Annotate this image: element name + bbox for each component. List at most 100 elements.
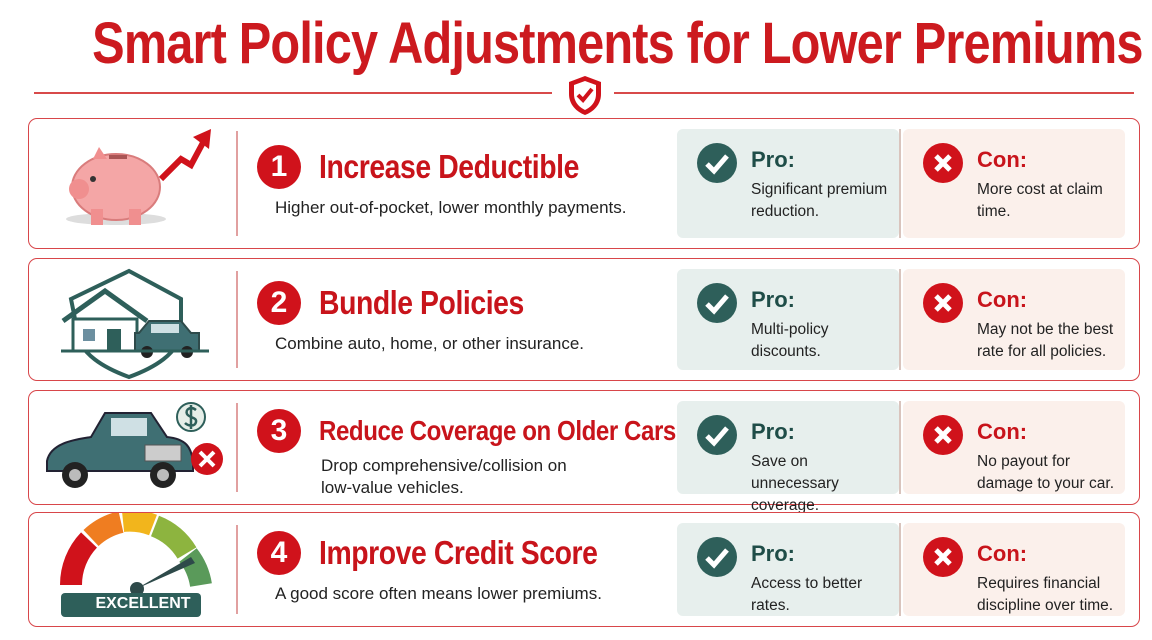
- icon-shape: [83, 511, 124, 547]
- con-badge: [923, 537, 963, 577]
- pro-con-separator: [899, 523, 901, 616]
- cross-mark: [934, 154, 952, 172]
- icon-shape: [71, 317, 139, 353]
- item-description: Higher out-of-pocket, lower monthly paym…: [275, 197, 627, 217]
- item-title: Improve Credit Score: [319, 533, 598, 571]
- pro-text: Multi-policy discounts.: [751, 321, 829, 360]
- icon-shape: [93, 147, 107, 159]
- pro-badge: [697, 143, 737, 183]
- cross-mark: [934, 294, 952, 312]
- icon-shape: [158, 135, 209, 182]
- pro-badge: [697, 537, 737, 577]
- con-text: May not be the best rate for all policie…: [977, 321, 1114, 360]
- check-mark: [705, 426, 729, 447]
- item-card: EXCELLENT 4 Improve Credit Score A good sco…: [28, 509, 1140, 627]
- house-car-icon: [61, 268, 209, 380]
- item-icon: [41, 259, 231, 380]
- cross-mark: [934, 548, 952, 566]
- con-badge: [923, 415, 963, 455]
- item-title: Increase Deductible: [319, 147, 579, 185]
- divider: [236, 271, 238, 368]
- item-description: Combine auto, home, or other insurance.: [275, 333, 585, 353]
- check-mark: [705, 294, 729, 315]
- icon-shape: [144, 444, 182, 462]
- pro-box: Pro: Access to better rates.: [677, 523, 899, 616]
- con-label: Con:: [977, 419, 1028, 444]
- icon-shape: [109, 155, 127, 159]
- icon-shape: [61, 593, 201, 617]
- old-car-icon: [46, 402, 223, 488]
- cross-mark: [934, 426, 952, 444]
- icon-shape: [69, 469, 81, 481]
- pro-label: Pro:: [751, 287, 795, 312]
- pro-text: Access to better rates.: [751, 575, 863, 614]
- con-text: Requires financial discipline over time.: [977, 575, 1114, 614]
- icon-shape: [157, 469, 169, 481]
- pro-con-separator: [899, 269, 901, 370]
- pro-con-separator: [899, 401, 901, 494]
- page-title: Smart Policy Adjustments for Lower Premi…: [92, 11, 1143, 76]
- item-title: Reduce Coverage on Older Cars: [319, 414, 676, 446]
- con-text: More cost at claim time.: [977, 181, 1103, 220]
- pro-box: Pro: Significant premium reduction.: [677, 129, 899, 238]
- icon-shape: [150, 515, 197, 560]
- gauge-icon: [59, 509, 212, 617]
- pro-text: Significant premium reduction.: [751, 181, 888, 220]
- pro-box: Pro: Save on unnecessary coverage.: [677, 401, 899, 514]
- icon-shape: [69, 179, 89, 199]
- icon-shape: [179, 548, 212, 588]
- divider: [236, 131, 238, 236]
- con-box: Con: No payout for damage to your car.: [903, 401, 1125, 494]
- check-mark: [705, 548, 729, 569]
- icon-shape: [83, 329, 95, 341]
- con-text: No payout for damage to your car.: [977, 453, 1114, 492]
- icon-shape: [107, 329, 121, 351]
- con-label: Con:: [977, 541, 1028, 566]
- shield-icon: [569, 76, 601, 115]
- con-box: Con: Requires financial discipline over t…: [903, 523, 1125, 616]
- check-mark: [705, 154, 729, 175]
- item-title: Bundle Policies: [319, 283, 524, 321]
- item-number: 4: [257, 530, 301, 575]
- icon-shape: [91, 209, 103, 225]
- pro-badge: [697, 283, 737, 323]
- icon-label: EXCELLENT: [95, 595, 191, 612]
- con-label: Con:: [977, 287, 1028, 312]
- icon-shape: [184, 405, 198, 429]
- item-card: 3 Reduce Coverage on Older Cars Drop compr…: [28, 390, 1140, 514]
- icon-shape: [111, 418, 147, 436]
- item-description: Drop comprehensive/collision on low-valu…: [321, 455, 567, 497]
- header-rule: [34, 92, 552, 94]
- icon-shape: [193, 129, 211, 149]
- pro-label: Pro:: [751, 419, 795, 444]
- pro-con-separator: [899, 129, 901, 238]
- divider: [236, 525, 238, 614]
- icon-shape: [198, 450, 216, 468]
- con-label: Con:: [977, 147, 1028, 172]
- icon-shape: [129, 209, 141, 225]
- pro-box: Pro: Multi-policy discounts.: [677, 269, 899, 370]
- divider: [236, 403, 238, 492]
- item-icon: EXCELLENT: [41, 509, 231, 626]
- item-icon: [41, 391, 231, 504]
- piggy-icon: [66, 129, 211, 225]
- con-box: Con: May not be the best rate for all pol…: [903, 269, 1125, 370]
- icon-shape: [151, 324, 179, 333]
- item-number: 2: [257, 280, 301, 325]
- icon-shape: [136, 557, 195, 589]
- item-card: 1 Increase Deductible Higher out-of-pocket…: [28, 118, 1140, 249]
- icon-shape: [121, 509, 157, 536]
- pro-label: Pro:: [751, 147, 795, 172]
- item-description: A good score often means lower premiums.: [275, 583, 602, 603]
- item-icon: [41, 119, 231, 248]
- pro-label: Pro:: [751, 541, 795, 566]
- icon-shape: [61, 287, 149, 324]
- header-rule: [614, 92, 1134, 94]
- con-badge: [923, 283, 963, 323]
- pro-badge: [697, 415, 737, 455]
- item-number: 3: [257, 408, 301, 453]
- pro-text: Save on unnecessary coverage.: [751, 453, 839, 514]
- con-badge: [923, 143, 963, 183]
- item-card: 2 Bundle Policies Combine auto, home, or o…: [28, 258, 1140, 381]
